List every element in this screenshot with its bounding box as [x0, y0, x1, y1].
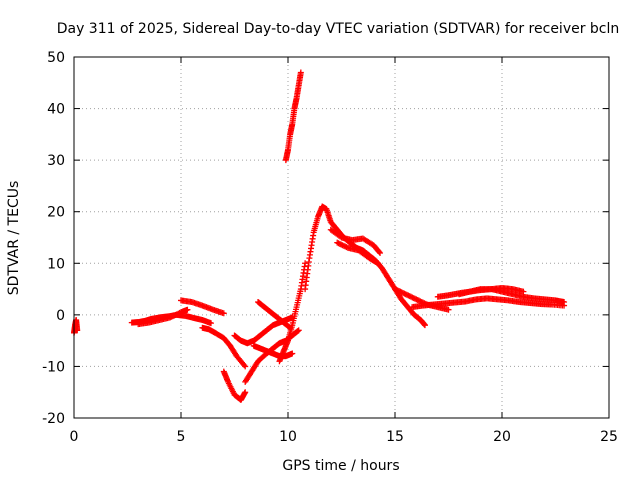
series-seg-b: [135, 306, 191, 328]
chart-title: Day 311 of 2025, Sidereal Day-to-day VTE…: [57, 21, 620, 37]
x-tick-label: 0: [70, 429, 79, 445]
data-points: [71, 69, 568, 403]
data-point: [374, 260, 381, 267]
x-tick-label: 20: [493, 429, 511, 445]
y-tick-label: 20: [47, 205, 65, 221]
y-axis-label: SDTVAR / TECUs: [6, 181, 22, 296]
data-point: [421, 322, 428, 329]
x-tick-label: 25: [600, 429, 618, 445]
data-point: [241, 362, 248, 369]
y-tick-label: 30: [47, 153, 65, 169]
axis-ticks: [73, 56, 610, 419]
y-tick-label: 40: [47, 102, 65, 118]
data-point: [376, 249, 383, 256]
data-point: [445, 306, 452, 313]
data-point: [337, 233, 344, 240]
y-tick-label: -10: [42, 359, 65, 375]
x-tick-label: 10: [279, 429, 297, 445]
data-point: [74, 327, 81, 334]
series-seg-e: [220, 368, 249, 403]
data-point: [377, 249, 384, 256]
data-point: [302, 260, 309, 267]
x-tick-label: 15: [386, 429, 404, 445]
series-seg-m: [327, 226, 384, 256]
data-point: [520, 288, 527, 295]
x-tick-labels: 0 5 10 15 20 25: [70, 429, 618, 445]
plot-frame: [73, 56, 610, 419]
y-tick-label: -20: [42, 411, 65, 427]
x-axis-label: GPS time / hours: [282, 458, 399, 474]
data-point: [184, 306, 191, 313]
data-point: [289, 350, 296, 357]
series-seg-c: [178, 297, 227, 317]
data-point: [207, 320, 214, 327]
series-seg-l: [302, 203, 428, 329]
series-seg-start: [71, 317, 81, 336]
y-tick-label: 50: [47, 50, 65, 66]
series-seg-n: [334, 239, 381, 267]
data-point: [561, 298, 568, 305]
y-tick-label: 0: [56, 308, 65, 324]
y-tick-labels: -20 -10 0 10 20 30 40 50: [42, 50, 65, 427]
y-tick-label: 10: [47, 256, 65, 272]
series-seg-j: [276, 260, 309, 365]
series-seg-k: [282, 69, 304, 164]
series-seg-p: [409, 295, 568, 311]
data-point: [242, 363, 249, 370]
series-seg-r: [456, 286, 568, 305]
data-point: [220, 310, 227, 317]
data-point: [297, 69, 304, 76]
data-point: [242, 389, 249, 396]
data-point: [295, 327, 302, 334]
x-tick-label: 5: [177, 429, 186, 445]
series-seg-d: [199, 324, 249, 370]
